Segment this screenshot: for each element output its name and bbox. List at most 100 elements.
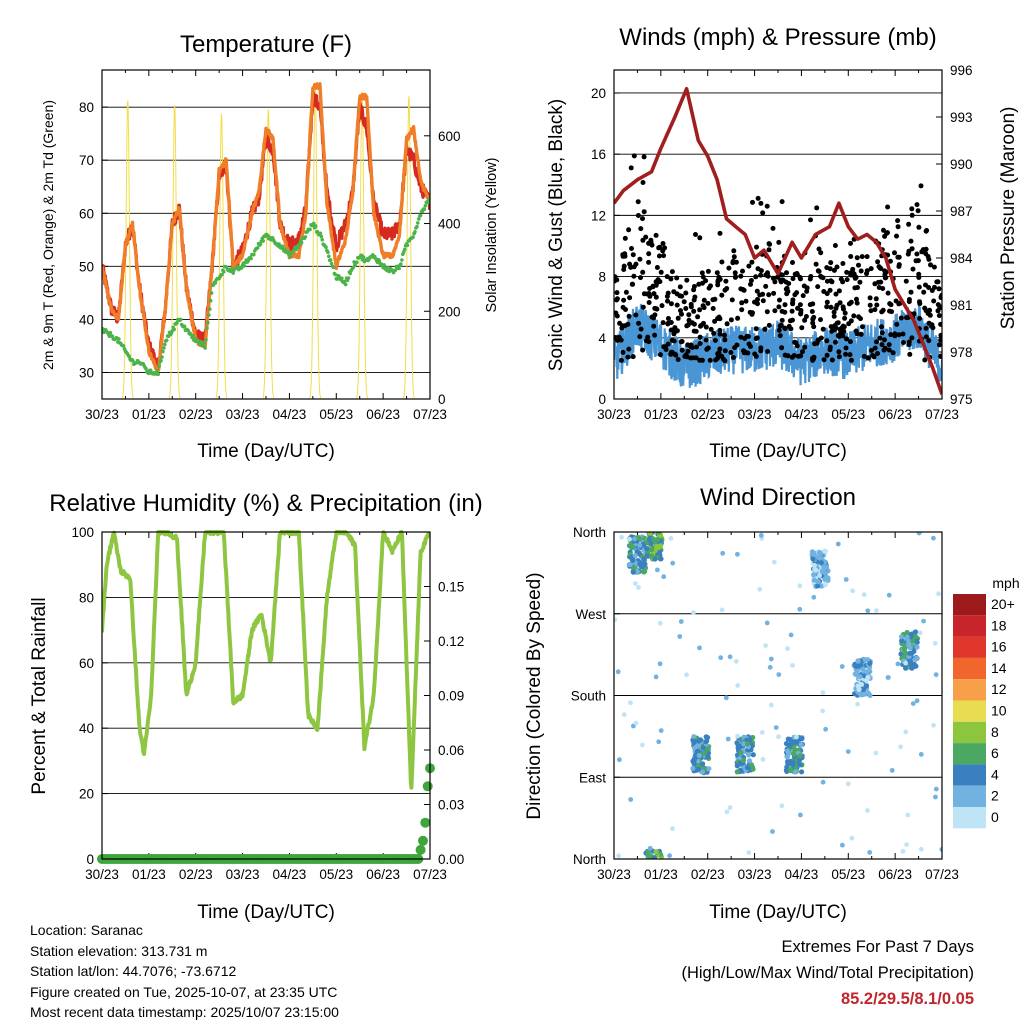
gust-point (640, 216, 645, 222)
direction-point (768, 656, 774, 662)
gust-point (681, 299, 687, 305)
gust-point (870, 352, 876, 358)
gust-point (827, 344, 833, 350)
gust-point (646, 300, 652, 305)
direction-point (905, 812, 911, 818)
gust-point (824, 278, 830, 284)
gust-point (641, 154, 647, 160)
direction-point (845, 781, 851, 787)
rh-y2tick-label: 0.12 (438, 634, 464, 649)
dir-border (613, 531, 943, 860)
dewpoint-point (159, 358, 163, 363)
gust-point (923, 334, 929, 340)
temp-plot-area (102, 82, 430, 399)
gust-point (627, 261, 633, 267)
dewpoint-point (320, 237, 325, 242)
gust-point (704, 346, 710, 352)
direction-point (911, 661, 917, 668)
direction-point (645, 553, 651, 559)
direction-point (720, 550, 726, 556)
rh-xtick-label: 03/23 (226, 867, 260, 882)
gust-point (879, 324, 884, 330)
gust-point (938, 294, 942, 300)
gust-point (802, 344, 808, 350)
direction-point (895, 661, 901, 667)
legend-swatch (953, 764, 986, 786)
legend-label: 4 (991, 766, 999, 782)
gust-point (790, 276, 796, 282)
dewpoint-point (163, 342, 167, 347)
extremes-values: 85.2/29.5/8.1/0.05 (840, 990, 974, 1008)
direction-point (650, 536, 656, 542)
direction-point (621, 712, 627, 718)
dewpoint-point (208, 298, 213, 303)
gust-point (754, 244, 759, 250)
gust-point (616, 334, 622, 340)
gust-point (750, 310, 755, 316)
gust-point (635, 199, 641, 205)
precip-point (420, 817, 431, 828)
gust-point (828, 304, 834, 310)
gust-point (844, 336, 849, 342)
gust-point (790, 317, 795, 323)
solar-insolation-line (402, 96, 415, 399)
gust-point (907, 351, 913, 357)
gust-point (628, 165, 634, 171)
gust-point (820, 326, 826, 332)
gust-point (731, 248, 737, 254)
gust-point (637, 256, 643, 262)
direction-point (636, 585, 641, 590)
gust-point (771, 290, 777, 296)
gust-point (731, 355, 736, 360)
direction-point (615, 669, 621, 675)
gust-point (623, 289, 629, 295)
gust-point (758, 272, 764, 278)
direction-point (918, 752, 924, 757)
direction-point (867, 850, 873, 855)
gust-point (766, 247, 772, 253)
gust-point (708, 283, 713, 289)
gust-point (926, 338, 932, 344)
rh-y2tick-label: 0.09 (438, 689, 464, 704)
direction-point (843, 577, 849, 582)
winds-y2label: Station Pressure (Maroon) (998, 107, 1019, 330)
gust-point (665, 290, 671, 296)
dewpoint-point (147, 371, 151, 376)
gust-point (629, 281, 635, 287)
gust-point (760, 210, 766, 216)
dir-ytick-label: South (571, 689, 606, 704)
direction-point (904, 634, 910, 640)
dewpoint-point (231, 271, 235, 275)
gust-point (867, 295, 873, 301)
gust-point (623, 307, 628, 312)
gust-point (671, 289, 677, 295)
gust-point (815, 268, 821, 274)
direction-point (637, 542, 643, 548)
gust-point (810, 355, 815, 361)
legend-label: 6 (991, 745, 999, 761)
gust-point (848, 254, 854, 259)
direction-point (630, 557, 636, 564)
gust-point (923, 308, 929, 314)
legend-swatch (953, 594, 986, 616)
dir-ytick-label: North (573, 852, 606, 867)
extremes-box: Extremes For Past 7 Days (High/Low/Max W… (681, 934, 974, 1012)
direction-point (865, 808, 870, 813)
direction-point (861, 686, 867, 692)
dewpoint-point (213, 281, 218, 285)
dewpoint-point (205, 326, 209, 330)
gust-point (803, 314, 809, 319)
dewpoint-point (255, 246, 260, 250)
gust-point (755, 195, 761, 201)
direction-point (757, 586, 763, 592)
direction-point (857, 674, 863, 680)
gust-point (766, 322, 772, 328)
legend-swatch (953, 743, 986, 765)
dewpoint-point (355, 260, 359, 265)
dewpoint-point (386, 265, 390, 270)
gust-point (674, 275, 680, 281)
temp-xtick-label: 30/23 (85, 407, 119, 422)
direction-point (855, 658, 861, 664)
gust-point (711, 330, 717, 336)
direction-point (628, 700, 633, 706)
